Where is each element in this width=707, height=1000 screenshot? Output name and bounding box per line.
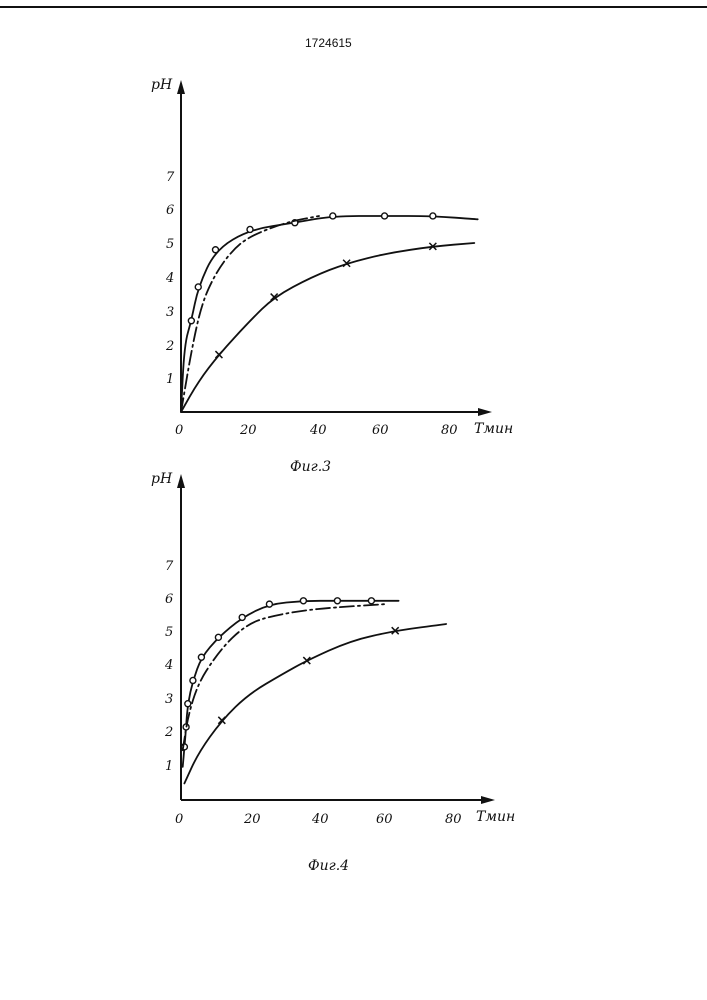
fig3-y-axis-label: pH: [151, 77, 173, 93]
fig3-x-tick-80: 80: [441, 423, 458, 438]
fig4-y-tick-7: 7: [165, 559, 174, 574]
fig3-y-tick-7: 7: [166, 170, 175, 185]
fig3-y-arrow: [177, 80, 185, 94]
fig4-series-0-point-6: [239, 614, 245, 620]
fig3-x-tick-40: 40: [309, 423, 327, 438]
fig3-y-tick-5: 5: [166, 237, 174, 252]
fig4-x-tick-0: 0: [175, 812, 183, 827]
fig4-y-arrow: [177, 474, 185, 488]
fig4-y-axis-label: pH: [151, 471, 173, 487]
fig4-axes: [177, 474, 495, 804]
fig3-x-arrow: [478, 408, 492, 416]
fig4-y-tick-5: 5: [165, 625, 173, 640]
fig4-x-tick-80: 80: [445, 812, 462, 827]
fig3-series-1-line: [181, 216, 319, 412]
fig4-x-tick-20: 20: [243, 812, 261, 827]
fig4-series-0-line: [183, 601, 399, 767]
figure-3-chart: pH Tмин 0 20 40 60 80 1 2 3 4 5 6 7 Фиг.…: [0, 0, 707, 490]
fig4-series-1-line: [183, 604, 385, 750]
fig4-caption: Фиг.4: [308, 858, 349, 874]
fig3-series-0-point-7: [430, 213, 436, 219]
fig4-series-0-point-5: [215, 634, 221, 640]
fig3-plot-area: [181, 213, 478, 412]
fig3-series-0-point-0: [188, 318, 194, 324]
fig4-x-axis-label: Tмин: [476, 809, 515, 825]
fig4-plot-area: [181, 598, 446, 784]
fig4-series-0-point-7: [266, 601, 272, 607]
fig3-series-0-point-6: [382, 213, 388, 219]
fig3-series-2-point-0: [215, 351, 222, 358]
fig4-x-tick-60: 60: [376, 812, 393, 827]
fig4-x-arrow: [481, 796, 495, 804]
fig3-y-tick-2: 2: [165, 339, 174, 354]
fig3-series-0-point-3: [247, 226, 253, 232]
fig3-axes: [177, 80, 492, 416]
fig4-series-0-point-10: [368, 598, 374, 604]
fig4-series-0-point-2: [185, 701, 191, 707]
fig4-series-2-line: [184, 624, 446, 783]
fig3-series-0-point-5: [330, 213, 336, 219]
fig4-y-tick-2: 2: [164, 725, 173, 740]
fig4-y-tick-1: 1: [165, 759, 173, 774]
fig3-x-tick-0: 0: [175, 423, 183, 438]
fig3-y-tick-6: 6: [166, 203, 174, 218]
fig4-series-0-point-9: [334, 598, 340, 604]
fig4-y-tick-6: 6: [165, 592, 173, 607]
fig3-y-tick-3: 3: [166, 305, 174, 320]
fig3-x-tick-20: 20: [239, 423, 257, 438]
fig3-y-tick-1: 1: [166, 372, 174, 387]
fig3-x-tick-60: 60: [372, 423, 389, 438]
fig4-series-0-point-8: [300, 598, 306, 604]
fig3-x-axis-label: Tмин: [474, 421, 513, 437]
fig4-series-0-point-4: [198, 654, 204, 660]
fig4-y-tick-3: 3: [165, 692, 173, 707]
fig3-y-tick-4: 4: [165, 271, 174, 286]
figure-4-chart: pH Tмин 0 20 40 60 80 1 2 3 4 5 6 7 Фиг.…: [0, 470, 707, 980]
fig4-y-tick-4: 4: [164, 658, 173, 673]
fig4-x-tick-40: 40: [311, 812, 329, 827]
fig4-series-0-point-3: [190, 677, 196, 683]
fig3-series-0-point-1: [195, 284, 201, 290]
fig3-series-0-point-2: [213, 247, 219, 253]
fig3-series-2-line: [181, 243, 474, 412]
